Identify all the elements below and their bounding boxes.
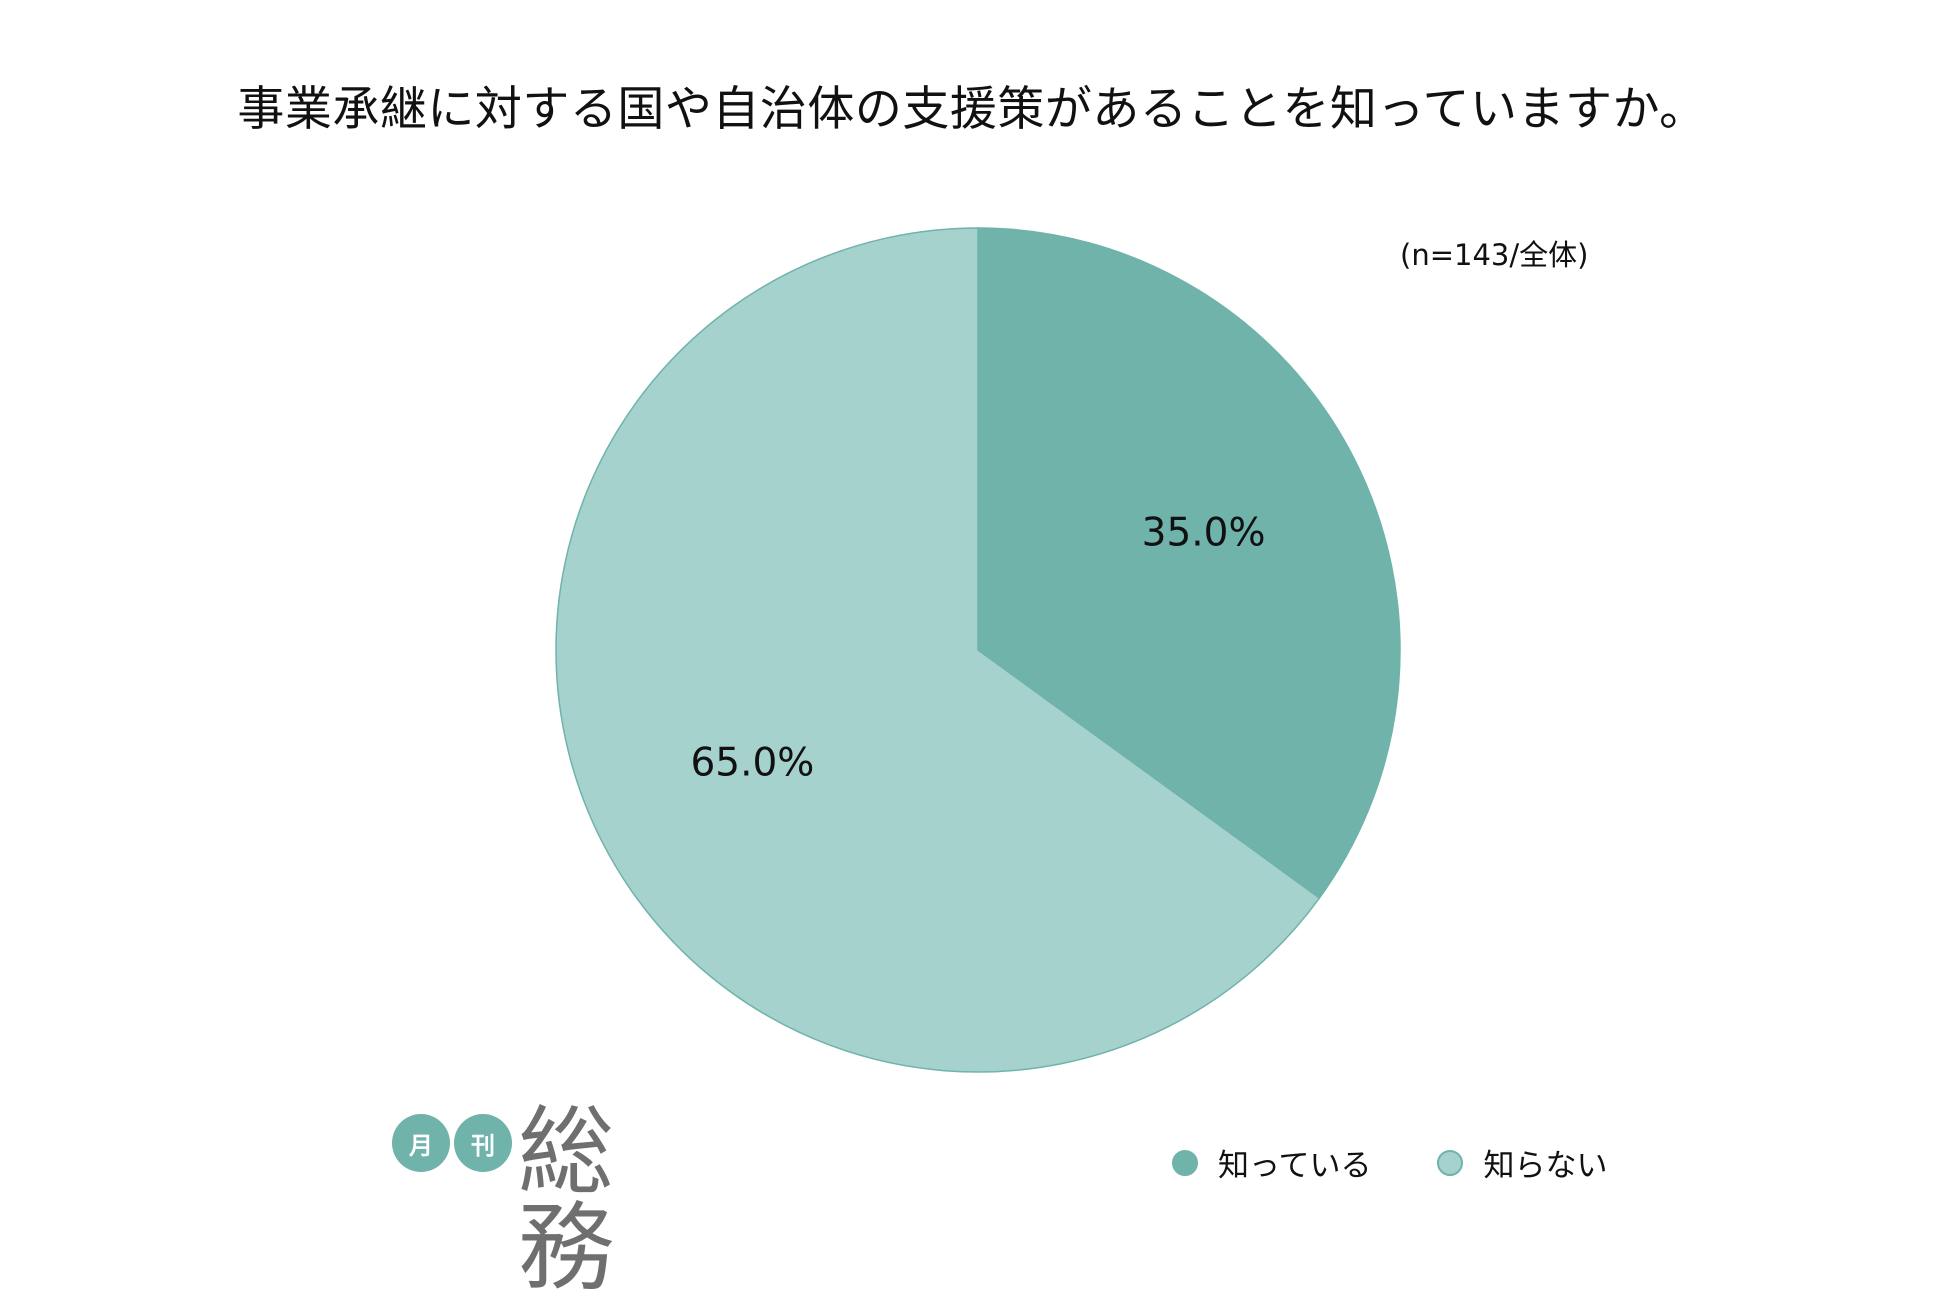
pie-label-known: 35.0% xyxy=(1142,511,1266,556)
legend-label-known: 知っている xyxy=(1218,1148,1372,1184)
legend: 知っている 知らない xyxy=(1172,1140,1607,1185)
sample-size-note: (n=143/全体) xyxy=(1400,238,1589,272)
pie-label-unknown: 65.0% xyxy=(690,740,814,785)
chart-title: 事業承継に対する国や自治体の支援策があることを知っていますか。 xyxy=(237,82,1707,137)
legend-swatch-unknown xyxy=(1437,1149,1464,1176)
legend-item-unknown: 知らない xyxy=(1437,1140,1607,1185)
legend-swatch-known xyxy=(1172,1149,1198,1176)
logo-badge-publication: 刊 xyxy=(454,1114,512,1172)
logo-wordmark: 総務 xyxy=(518,1096,614,1304)
legend-label-unknown: 知らない xyxy=(1483,1148,1608,1184)
pie-slice-known xyxy=(977,227,1401,900)
legend-item-known: 知っている xyxy=(1172,1140,1371,1185)
pie-slice-unknown xyxy=(555,227,1321,1073)
logo-badge-monthly: 月 xyxy=(392,1114,450,1172)
